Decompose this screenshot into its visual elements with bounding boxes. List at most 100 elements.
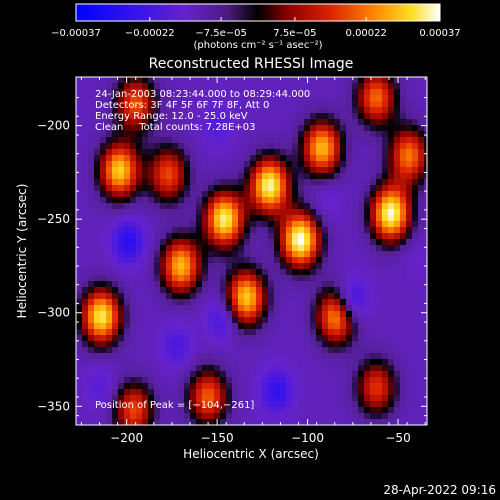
heatmap-cell bbox=[328, 335, 334, 341]
heatmap-cell bbox=[418, 239, 424, 245]
heatmap-cell bbox=[88, 113, 94, 119]
heatmap-cell bbox=[118, 281, 124, 287]
heatmap-cell bbox=[250, 293, 256, 299]
heatmap-cell bbox=[202, 359, 208, 365]
heatmap-cell bbox=[394, 101, 400, 107]
heatmap-cell bbox=[208, 335, 214, 341]
heatmap-cell bbox=[184, 233, 190, 239]
heatmap-cell bbox=[382, 335, 388, 341]
heatmap-cell bbox=[388, 215, 394, 221]
heatmap-cell bbox=[124, 335, 130, 341]
heatmap-cell bbox=[82, 311, 88, 317]
heatmap-cell bbox=[250, 227, 256, 233]
heatmap-cell bbox=[88, 317, 94, 323]
heatmap-cell bbox=[76, 131, 82, 137]
y-axis-label: Heliocentric Y (arcsec) bbox=[15, 184, 29, 319]
heatmap-cell bbox=[346, 389, 352, 395]
heatmap-cell bbox=[346, 89, 352, 95]
heatmap-cell bbox=[370, 257, 376, 263]
heatmap-cell bbox=[418, 335, 424, 341]
heatmap-cell bbox=[184, 401, 190, 407]
heatmap-cell bbox=[394, 233, 400, 239]
heatmap-cell bbox=[196, 239, 202, 245]
heatmap-cell bbox=[274, 287, 280, 293]
heatmap-cell bbox=[124, 185, 130, 191]
heatmap-cell bbox=[352, 389, 358, 395]
heatmap-cell bbox=[316, 311, 322, 317]
heatmap-cell bbox=[382, 215, 388, 221]
heatmap-cell bbox=[124, 173, 130, 179]
heatmap-cell bbox=[88, 233, 94, 239]
heatmap-cell bbox=[406, 383, 412, 389]
heatmap-cell bbox=[256, 305, 262, 311]
heatmap-cell bbox=[136, 239, 142, 245]
heatmap-cell bbox=[382, 203, 388, 209]
heatmap-cell bbox=[310, 155, 316, 161]
heatmap-cell bbox=[100, 95, 106, 101]
heatmap-cell bbox=[364, 329, 370, 335]
heatmap-cell bbox=[142, 167, 148, 173]
heatmap-cell bbox=[130, 419, 136, 425]
heatmap-cell bbox=[406, 275, 412, 281]
heatmap-cell bbox=[316, 83, 322, 89]
heatmap-cell bbox=[76, 371, 82, 377]
heatmap-cell bbox=[388, 221, 394, 227]
heatmap-cell bbox=[88, 245, 94, 251]
heatmap-cell bbox=[292, 299, 298, 305]
heatmap-cell bbox=[214, 173, 220, 179]
heatmap-cell bbox=[196, 197, 202, 203]
heatmap-cell bbox=[118, 137, 124, 143]
heatmap-cell bbox=[316, 185, 322, 191]
heatmap-cell bbox=[238, 257, 244, 263]
heatmap-cell bbox=[172, 209, 178, 215]
heatmap-cell bbox=[382, 191, 388, 197]
heatmap-cell bbox=[196, 143, 202, 149]
heatmap-cell bbox=[352, 347, 358, 353]
heatmap-cell bbox=[136, 113, 142, 119]
heatmap-cell bbox=[250, 119, 256, 125]
heatmap-cell bbox=[118, 269, 124, 275]
heatmap-cell bbox=[148, 389, 154, 395]
heatmap-cell bbox=[304, 311, 310, 317]
heatmap-cell bbox=[268, 173, 274, 179]
heatmap-cell bbox=[364, 413, 370, 419]
heatmap-cell bbox=[418, 299, 424, 305]
heatmap-cell bbox=[178, 257, 184, 263]
heatmap-cell bbox=[136, 413, 142, 419]
heatmap-cell bbox=[118, 239, 124, 245]
heatmap-cell bbox=[202, 233, 208, 239]
heatmap-cell bbox=[76, 227, 82, 233]
heatmap-cell bbox=[256, 149, 262, 155]
heatmap-cell bbox=[424, 305, 427, 311]
heatmap-cell bbox=[160, 407, 166, 413]
heatmap-cell bbox=[94, 335, 100, 341]
heatmap-cell bbox=[232, 317, 238, 323]
heatmap-cell bbox=[124, 119, 130, 125]
heatmap-cell bbox=[262, 413, 268, 419]
heatmap-cell bbox=[82, 287, 88, 293]
heatmap-cell bbox=[412, 179, 418, 185]
heatmap-cell bbox=[136, 89, 142, 95]
heatmap-cell bbox=[244, 221, 250, 227]
heatmap-cell bbox=[382, 377, 388, 383]
heatmap-cell bbox=[172, 233, 178, 239]
colorbar: −0.00037 −0.00022 −7.5e−05 7.5e−05 0.00022 0.… bbox=[51, 3, 461, 51]
heatmap-cell bbox=[190, 137, 196, 143]
heatmap-cell bbox=[346, 305, 352, 311]
heatmap-cell bbox=[298, 323, 304, 329]
heatmap-cell bbox=[280, 299, 286, 305]
heatmap-cell bbox=[256, 191, 262, 197]
heatmap-cell bbox=[154, 395, 160, 401]
heatmap-cell bbox=[136, 83, 142, 89]
heatmap-cell bbox=[88, 395, 94, 401]
heatmap-cell bbox=[334, 203, 340, 209]
heatmap-cell bbox=[286, 311, 292, 317]
heatmap-cell bbox=[382, 305, 388, 311]
heatmap-cell bbox=[160, 245, 166, 251]
heatmap-cell bbox=[388, 119, 394, 125]
heatmap-cell bbox=[400, 119, 406, 125]
heatmap-cell bbox=[106, 185, 112, 191]
heatmap-cell bbox=[82, 137, 88, 143]
heatmap-cell bbox=[130, 137, 136, 143]
heatmap-cell bbox=[280, 77, 286, 83]
